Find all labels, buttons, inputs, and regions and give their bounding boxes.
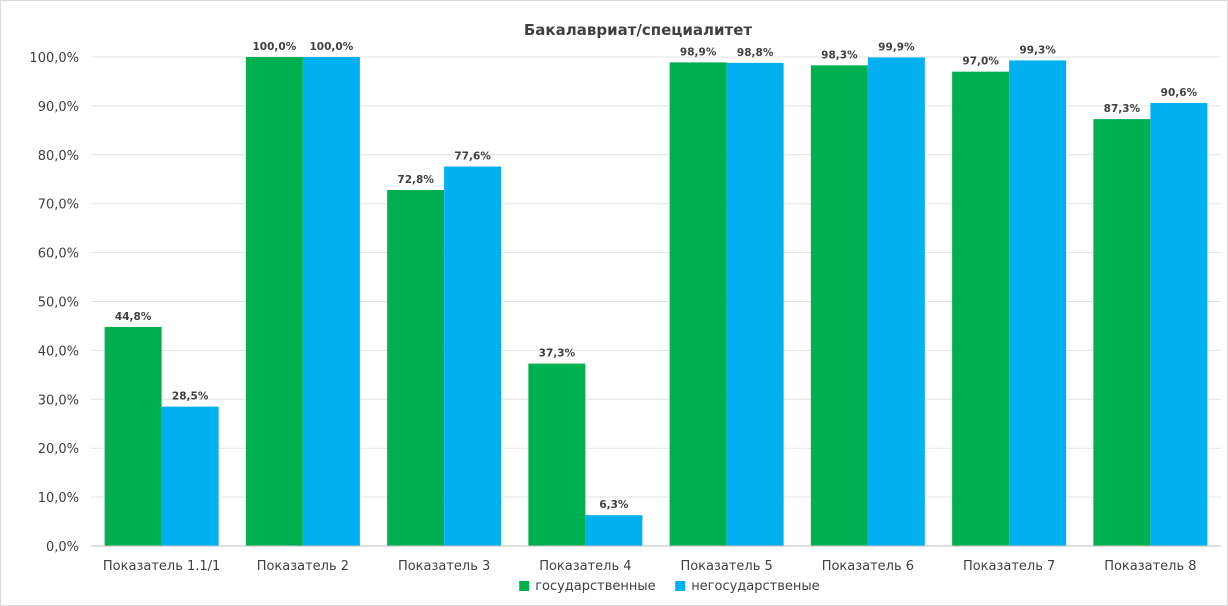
data-label: 87,3% (1104, 103, 1141, 115)
x-axis-ticks: Показатель 1.1/1 Показатель 2 Показатель 3… (103, 559, 1197, 574)
x-tick-label: Показатель 4 (539, 559, 631, 574)
y-tick-label: 30,0% (38, 393, 79, 408)
legend-swatch (519, 581, 530, 591)
x-tick-label: Показатель 5 (680, 559, 772, 574)
x-tick-label: Показатель 6 (822, 559, 914, 574)
bar (528, 363, 586, 546)
bar (867, 57, 925, 546)
data-label: 97,0% (962, 56, 999, 68)
data-label: 90,6% (1161, 87, 1198, 99)
bar (302, 57, 360, 546)
bar (104, 326, 162, 546)
bar (810, 65, 868, 547)
chart-title: Бакалавриат/специалитет (524, 21, 753, 39)
x-tick-label: Показатель 2 (257, 559, 349, 574)
legend-swatch (675, 581, 686, 591)
data-label: 37,3% (539, 348, 576, 360)
y-tick-label: 60,0% (38, 247, 79, 262)
y-tick-label: 20,0% (38, 442, 79, 457)
data-label: 28,5% (172, 391, 209, 403)
bar (952, 71, 1010, 547)
data-label: 44,8% (115, 311, 152, 323)
data-label: 77,6% (454, 151, 491, 163)
bar (1093, 119, 1151, 546)
y-axis-ticks: 0,0% 10,0% 20,0% 30,0% 40,0% 50,0% 60,0% 70,0% 8… (29, 51, 79, 555)
bar (245, 57, 303, 546)
y-tick-label: 10,0% (38, 491, 79, 506)
y-tick-label: 50,0% (38, 296, 79, 311)
x-tick-label: Показатель 8 (1104, 559, 1196, 574)
bars (104, 57, 1208, 547)
x-tick-label: Показатель 3 (398, 559, 490, 574)
y-tick-label: 0,0% (46, 540, 79, 555)
y-tick-label: 80,0% (38, 149, 79, 164)
data-label: 99,3% (1019, 44, 1056, 56)
data-label: 98,8% (737, 47, 774, 59)
y-tick-label: 100,0% (29, 51, 79, 66)
x-tick-label: Показатель 1.1/1 (103, 559, 220, 574)
bar (161, 406, 219, 546)
legend-label: государственные (535, 579, 655, 594)
y-tick-label: 90,0% (38, 100, 79, 115)
bar (1150, 102, 1208, 546)
data-label: 99,9% (878, 41, 915, 53)
bar (669, 62, 727, 547)
legend-label: негосударственые (691, 579, 819, 594)
bar (387, 190, 445, 546)
bar (585, 515, 643, 546)
bar (1009, 60, 1067, 546)
data-label: 100,0% (310, 41, 354, 53)
legend: государственные негосударственые (519, 579, 820, 594)
data-label: 100,0% (253, 41, 297, 53)
bar (726, 62, 784, 546)
data-labels: 44,8% 28,5% 100,0% 100,0% 72,8% 77,6% 37,3% 6,3… (115, 41, 1198, 511)
x-tick-label: Показатель 7 (963, 559, 1055, 574)
data-label: 98,9% (680, 46, 717, 58)
y-tick-label: 40,0% (38, 344, 79, 359)
data-label: 72,8% (397, 174, 434, 186)
data-label: 98,3% (821, 49, 858, 61)
data-label: 6,3% (599, 499, 629, 511)
bar (444, 166, 502, 546)
y-tick-label: 70,0% (38, 198, 79, 213)
